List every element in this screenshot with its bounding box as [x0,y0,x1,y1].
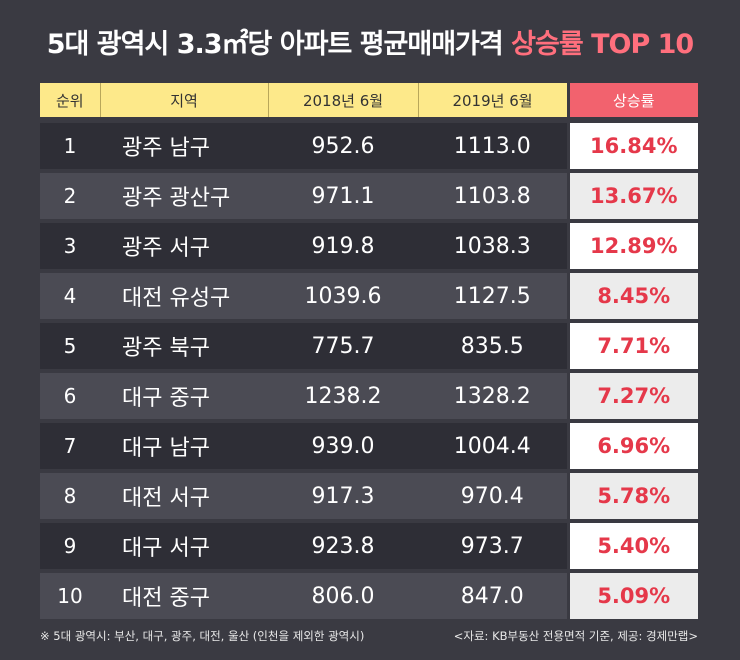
price-2018-cell: 939.0 [268,419,418,471]
price-2018-cell: 971.1 [268,169,418,221]
region-cell: 광주 북구 [100,319,268,371]
region-cell: 대전 서구 [100,469,268,521]
rate-cell: 16.84% [566,117,698,171]
rank-cell: 5 [40,319,100,371]
price-2019-cell: 847.0 [418,569,568,619]
rank-cell: 2 [40,169,100,221]
source-note: <자료: KB부동산 전용면적 기준, 제공: 경제만랩> [453,629,698,643]
rate-cell: 5.09% [566,569,698,619]
table-row: 10 대전 중구 806.0 847.0 5.09% [40,569,698,619]
chart-title: 5대 광역시 3.3㎡당 아파트 평균매매가격 상승률 TOP 10 [0,22,740,61]
price-2019-cell: 1113.0 [418,117,568,171]
region-cell: 광주 광산구 [100,169,268,221]
rate-cell: 12.89% [566,219,698,271]
rate-cell: 5.78% [566,469,698,521]
rank-cell: 9 [40,519,100,571]
price-2019-cell: 973.7 [418,519,568,571]
price-2019-cell: 1127.5 [418,269,568,321]
price-2019-cell: 1004.4 [418,419,568,471]
rate-cell: 7.71% [566,319,698,371]
price-2019-cell: 1328.2 [418,369,568,421]
table-header-row: 순위 지역 2018년 6월 2019년 6월 상승률 [40,83,698,120]
price-2018-cell: 952.6 [268,117,418,171]
rate-cell: 6.96% [566,419,698,471]
rate-cell: 7.27% [566,369,698,421]
rank-cell: 7 [40,419,100,471]
rank-cell: 8 [40,469,100,521]
region-cell: 대전 유성구 [100,269,268,321]
header-rate: 상승률 [566,83,698,120]
rate-cell: 5.40% [566,519,698,571]
region-cell: 대전 중구 [100,569,268,619]
table-row: 9 대구 서구 923.8 973.7 5.40% [40,519,698,571]
price-2019-cell: 1103.8 [418,169,568,221]
price-2019-cell: 1038.3 [418,219,568,271]
table-row: 4 대전 유성구 1039.6 1127.5 8.45% [40,269,698,321]
price-2018-cell: 919.8 [268,219,418,271]
chart-title-highlight: 상승률 TOP 10 [511,29,694,60]
header-region: 지역 [99,83,268,120]
rate-cell: 13.67% [566,169,698,221]
price-2018-cell: 1238.2 [268,369,418,421]
footnote: ※ 5대 광역시: 부산, 대구, 광주, 대전, 울산 (인천을 제외한 광역… [40,629,365,643]
table-row: 3 광주 서구 919.8 1038.3 12.89% [40,219,698,271]
table-row: 5 광주 북구 775.7 835.5 7.71% [40,319,698,371]
table-row: 8 대전 서구 917.3 970.4 5.78% [40,469,698,521]
ranking-table: 순위 지역 2018년 6월 2019년 6월 상승률 1 광주 남구 952.… [40,83,698,619]
price-2019-cell: 970.4 [418,469,568,521]
chart-title-main: 5대 광역시 3.3㎡당 아파트 평균매매가격 [46,29,512,60]
rank-cell: 10 [40,569,100,619]
price-2018-cell: 806.0 [268,569,418,619]
rank-cell: 3 [40,219,100,271]
table-row: 7 대구 남구 939.0 1004.4 6.96% [40,419,698,471]
region-cell: 대구 남구 [100,419,268,471]
rank-cell: 6 [40,369,100,421]
price-2018-cell: 923.8 [268,519,418,571]
table-body: 1 광주 남구 952.6 1113.0 16.84% 2 광주 광산구 971… [40,117,698,619]
table-row: 6 대구 중구 1238.2 1328.2 7.27% [40,369,698,421]
rate-cell: 8.45% [566,269,698,321]
table-row: 2 광주 광산구 971.1 1103.8 13.67% [40,169,698,221]
region-cell: 광주 남구 [100,117,268,171]
price-2019-cell: 835.5 [418,319,568,371]
rank-cell: 1 [40,117,100,171]
header-2018: 2018년 6월 [267,83,418,120]
price-2018-cell: 775.7 [268,319,418,371]
region-cell: 대구 서구 [100,519,268,571]
region-cell: 대구 중구 [100,369,268,421]
header-2019: 2019년 6월 [417,83,568,120]
header-rank: 순위 [40,83,100,120]
rank-cell: 4 [40,269,100,321]
price-2018-cell: 1039.6 [268,269,418,321]
price-2018-cell: 917.3 [268,469,418,521]
table-row: 1 광주 남구 952.6 1113.0 16.84% [40,117,698,171]
region-cell: 광주 서구 [100,219,268,271]
